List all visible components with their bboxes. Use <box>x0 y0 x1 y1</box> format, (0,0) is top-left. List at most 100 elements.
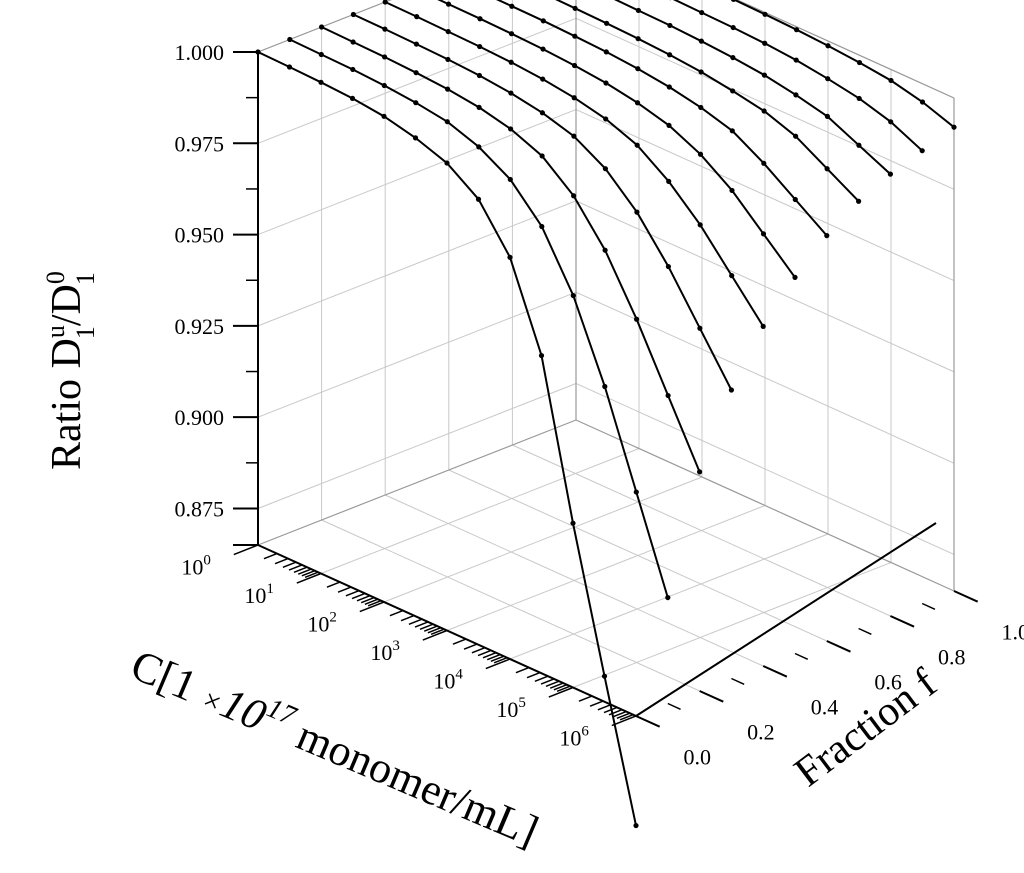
data-point <box>635 66 641 72</box>
data-point <box>413 100 419 106</box>
x-minor-tick <box>477 649 492 657</box>
data-point <box>825 43 831 49</box>
x-minor-tick <box>345 589 360 597</box>
data-point <box>572 5 578 11</box>
x-minor-tick <box>556 685 571 693</box>
data-point <box>571 193 577 199</box>
data-point <box>856 198 862 204</box>
z-tick-label: 0.875 <box>175 496 225 521</box>
x-minor-tick <box>482 651 497 659</box>
x-minor-tick <box>578 695 593 702</box>
data-point <box>508 90 514 96</box>
data-point <box>697 222 703 228</box>
data-point <box>728 387 735 393</box>
y-axis-title: Fraction f <box>786 660 945 796</box>
data-point <box>507 176 513 183</box>
data-point <box>824 113 831 120</box>
data-point <box>793 27 800 33</box>
data-point <box>888 77 894 84</box>
x-major-tick <box>548 686 574 698</box>
x-minor-tick <box>589 700 604 707</box>
data-point <box>602 247 608 253</box>
x-tick-exp: 3 <box>392 638 400 654</box>
x-minor-tick <box>360 596 375 604</box>
x-minor-tick <box>515 666 530 674</box>
x-minor-tick <box>612 710 627 718</box>
data-point <box>445 86 451 92</box>
series-layer <box>255 0 957 829</box>
x-minor-tick <box>367 599 382 607</box>
data-point <box>697 469 703 475</box>
data-point <box>666 84 672 90</box>
data-point <box>413 41 419 47</box>
data-point <box>318 51 324 58</box>
x-minor-tick <box>423 625 438 632</box>
x-tick-base: 10 <box>181 555 203 580</box>
data-point <box>571 95 577 101</box>
data-point <box>477 43 483 50</box>
frame-layer <box>257 0 955 592</box>
data-point <box>633 822 639 829</box>
data-point <box>665 594 671 601</box>
x-minor-tick <box>419 623 434 630</box>
data-point <box>760 323 766 329</box>
data-point <box>603 49 609 55</box>
x-minor-tick <box>337 586 352 593</box>
x-major-tick <box>296 572 322 584</box>
series-line <box>257 51 637 826</box>
x-axis-title: C[1 ×1017 monomer/mL] <box>124 637 546 856</box>
grid-line <box>384 494 764 667</box>
y-axis-line <box>635 522 937 717</box>
x-minor-tick <box>351 592 366 600</box>
x-minor-tick <box>293 566 308 573</box>
tick-layer: 0.8750.9000.9250.9500.9751.0001001011021… <box>175 40 1024 770</box>
grid-line <box>257 291 577 418</box>
x-minor-tick <box>471 646 486 654</box>
z-tick-label: 0.925 <box>175 314 225 339</box>
data-point <box>601 673 608 679</box>
x-major-tick <box>233 544 259 556</box>
data-point <box>382 0 388 5</box>
x-minor-tick <box>526 671 541 679</box>
series-line <box>496 0 828 237</box>
data-point <box>286 64 293 70</box>
f-tick-label: 0.4 <box>811 695 839 720</box>
z-tick-label: 0.950 <box>175 223 225 248</box>
f-tick-label: 0.0 <box>684 745 712 770</box>
x-tick-base: 10 <box>307 612 329 637</box>
data-point <box>760 231 767 237</box>
grid-line <box>448 469 828 642</box>
x-minor-tick <box>540 678 555 685</box>
z-title-sub1: 1 <box>71 326 100 339</box>
frame-edge <box>575 419 955 592</box>
series-line <box>555 0 860 202</box>
z-title-main: Ratio D <box>44 338 90 470</box>
data-point <box>603 116 609 122</box>
series-line <box>437 0 796 278</box>
z-title-sup1: u <box>41 325 70 338</box>
data-point <box>951 124 957 130</box>
frame-edge <box>257 0 392 53</box>
f-minor-tick <box>921 602 936 610</box>
x-minor-tick <box>490 655 505 663</box>
z-tick-label: 0.975 <box>175 131 225 156</box>
x-minor-tick <box>452 638 467 645</box>
data-point <box>445 56 451 63</box>
data-point <box>602 383 608 390</box>
x-tick-base: 10 <box>244 583 266 608</box>
x-major-tick <box>485 658 511 670</box>
data-point <box>793 133 799 139</box>
data-point <box>350 39 356 45</box>
z-axis-title: Ratio Du1/D01 <box>41 271 100 470</box>
x-minor-tick <box>304 571 319 579</box>
data-point <box>762 40 768 46</box>
data-point <box>697 325 703 331</box>
grid-line <box>383 476 703 603</box>
data-point <box>349 95 356 102</box>
data-point <box>887 171 894 177</box>
data-point <box>539 153 545 159</box>
x-minor-tick <box>400 614 415 622</box>
x-minor-tick <box>616 712 631 720</box>
x-tick-exp: 1 <box>266 581 274 597</box>
